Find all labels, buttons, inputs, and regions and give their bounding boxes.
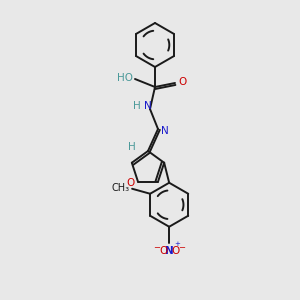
Text: CH₃: CH₃ [112, 183, 130, 193]
Text: −: − [153, 243, 160, 252]
Text: H: H [133, 101, 141, 111]
Text: −: − [178, 243, 185, 252]
Text: O: O [127, 178, 135, 188]
Text: N: N [161, 126, 169, 136]
Text: N: N [165, 246, 173, 256]
Text: N: N [144, 101, 152, 111]
Text: +: + [174, 241, 180, 247]
Text: HO: HO [117, 73, 133, 83]
Text: O: O [178, 77, 186, 87]
Text: O: O [171, 246, 179, 256]
Text: O: O [159, 246, 167, 256]
Text: H: H [128, 142, 136, 152]
